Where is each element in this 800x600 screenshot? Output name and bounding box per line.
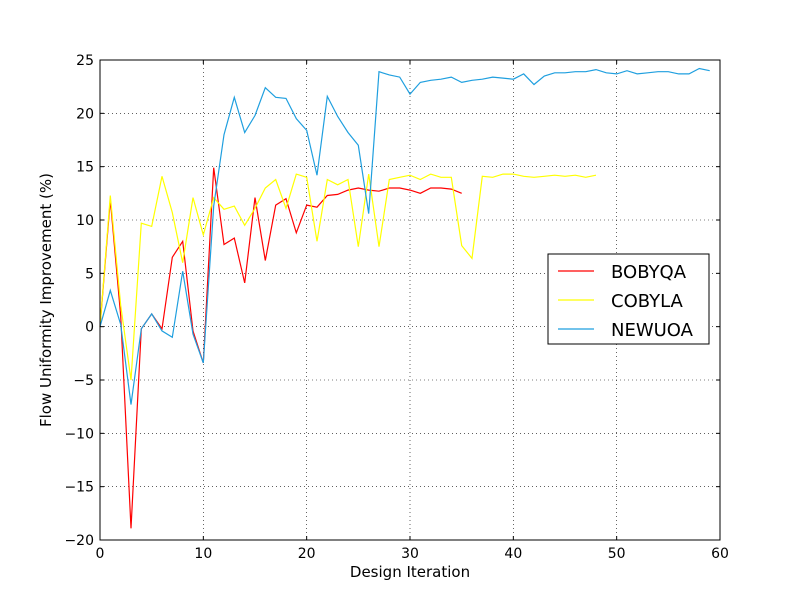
x-tick-label: 20 xyxy=(298,546,316,562)
legend-label-bobyqa: BOBYQA xyxy=(611,262,687,283)
y-tick-label: 10 xyxy=(76,213,94,229)
y-tick-label: 0 xyxy=(85,320,94,336)
y-tick-label: −20 xyxy=(64,533,94,549)
legend: BOBYQA COBYLA NEWUOA xyxy=(547,253,710,345)
legend-label-cobyla: COBYLA xyxy=(611,291,684,312)
y-tick-label: −10 xyxy=(64,426,94,442)
x-tick-label: 50 xyxy=(608,546,626,562)
x-tick-label: 10 xyxy=(194,546,212,562)
axis-ticks: 0 10 20 30 40 50 60 −20 −15 −10 −5 0 5 10 15 20 25 xyxy=(64,53,728,562)
x-tick-label: 60 xyxy=(711,546,729,562)
legend-label-newuoa: NEWUOA xyxy=(611,320,694,341)
y-tick-label: 20 xyxy=(76,106,94,122)
x-tick-label: 40 xyxy=(504,546,522,562)
x-tick-label: 30 xyxy=(401,546,419,562)
series-line-newuoa xyxy=(99,67,710,405)
y-tick-label: −5 xyxy=(73,373,94,389)
y-tick-label: 5 xyxy=(85,266,94,282)
series-line-cobyla xyxy=(99,173,597,381)
y-tick-label: 25 xyxy=(76,53,94,69)
x-tick-label: 0 xyxy=(96,546,105,562)
x-axis-label: Design Iteration xyxy=(350,563,470,581)
series-line-bobyqa xyxy=(99,167,462,529)
y-axis-label: Flow Uniformity Improvement (%) xyxy=(37,173,55,427)
y-tick-label: −15 xyxy=(64,480,94,496)
y-tick-label: 15 xyxy=(76,160,94,176)
series-layer xyxy=(99,67,710,529)
